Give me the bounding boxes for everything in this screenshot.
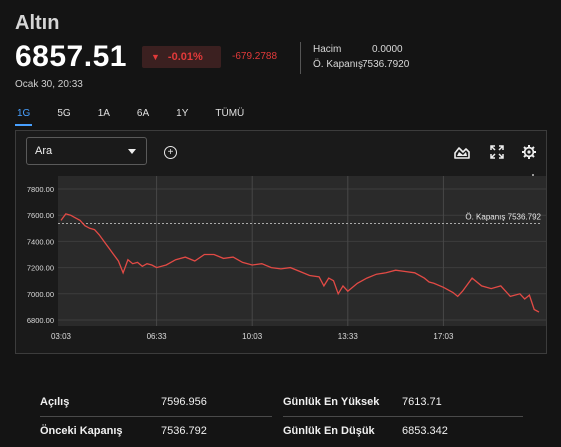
y-tick-label: 7400.00 — [27, 237, 54, 246]
chevron-down-icon — [128, 148, 136, 154]
chart-panel: Ara + 7800.00 7600.00 7400.00 7200.00 7000.0… — [15, 130, 547, 354]
search-select-value: Ara — [35, 145, 53, 157]
down-arrow-icon: ▼ — [151, 52, 160, 62]
y-tick-label: 7200.00 — [27, 264, 54, 273]
timestamp: Ocak 30, 20:33 — [15, 79, 83, 90]
series-line — [60, 213, 540, 313]
tab-all[interactable]: TÜMÜ — [215, 108, 245, 119]
x-tick-label: 06:33 — [147, 332, 168, 341]
prev-close-summary-label: Önceki Kapanış — [40, 425, 123, 437]
volume-value: 0.0000 — [372, 44, 403, 55]
open-value: 7596.956 — [161, 396, 207, 408]
add-icon[interactable]: + — [164, 146, 177, 159]
tab-1a[interactable]: 1A — [97, 108, 110, 119]
last-price: 6857.51 — [15, 40, 127, 73]
daily-low-label: Günlük En Düşük — [283, 425, 375, 437]
y-tick-label: 6800.00 — [27, 316, 54, 325]
prev-close-value: 7536.7920 — [362, 59, 410, 70]
prev-close-label: Ö. Kapanış — [313, 59, 364, 70]
daily-high-value: 7613.71 — [402, 396, 442, 408]
tab-5g[interactable]: 5G — [57, 108, 71, 119]
area-chart-icon[interactable] — [454, 144, 470, 160]
x-tick-label: 17:03 — [433, 332, 454, 341]
y-tick-label: 7800.00 — [27, 185, 54, 194]
tab-6a[interactable]: 6A — [136, 108, 150, 119]
x-tick-label: 03:03 — [51, 332, 72, 341]
reference-line-label: Ö. Kapanış 7536.792 — [465, 212, 541, 221]
daily-high-label: Günlük En Yüksek — [283, 396, 380, 408]
change-percent-badge: ▼ -0.01% — [142, 46, 221, 68]
tab-1y[interactable]: 1Y — [176, 108, 189, 119]
y-tick-label: 7000.00 — [27, 290, 54, 299]
instrument-title: Altın — [15, 12, 60, 34]
header-divider — [300, 42, 301, 74]
period-tabs: 1G 5G 1A 6A 1Y TÜMÜ — [15, 108, 269, 126]
x-tick-label: 10:03 — [242, 332, 263, 341]
settings-icon[interactable] — [521, 144, 537, 160]
fullscreen-icon[interactable] — [489, 144, 505, 160]
price-chart: 7800.00 7600.00 7400.00 7200.00 7000.00 6800.… — [27, 176, 546, 341]
open-label: Açılış — [40, 396, 70, 408]
summary-divider-left — [40, 416, 272, 417]
volume-label: Hacim — [313, 44, 342, 55]
tab-1g[interactable]: 1G — [15, 108, 33, 126]
prev-close-summary-value: 7536.792 — [161, 425, 207, 437]
change-percent: -0.01% — [167, 51, 203, 63]
search-select[interactable]: Ara — [26, 137, 147, 165]
daily-low-value: 6853.342 — [402, 425, 448, 437]
summary-divider-right — [283, 416, 523, 417]
plot-area — [58, 176, 546, 326]
change-absolute: -679.2788 — [232, 51, 278, 62]
x-tick-label: 13:33 — [338, 332, 359, 341]
y-tick-label: 7600.00 — [27, 211, 54, 220]
